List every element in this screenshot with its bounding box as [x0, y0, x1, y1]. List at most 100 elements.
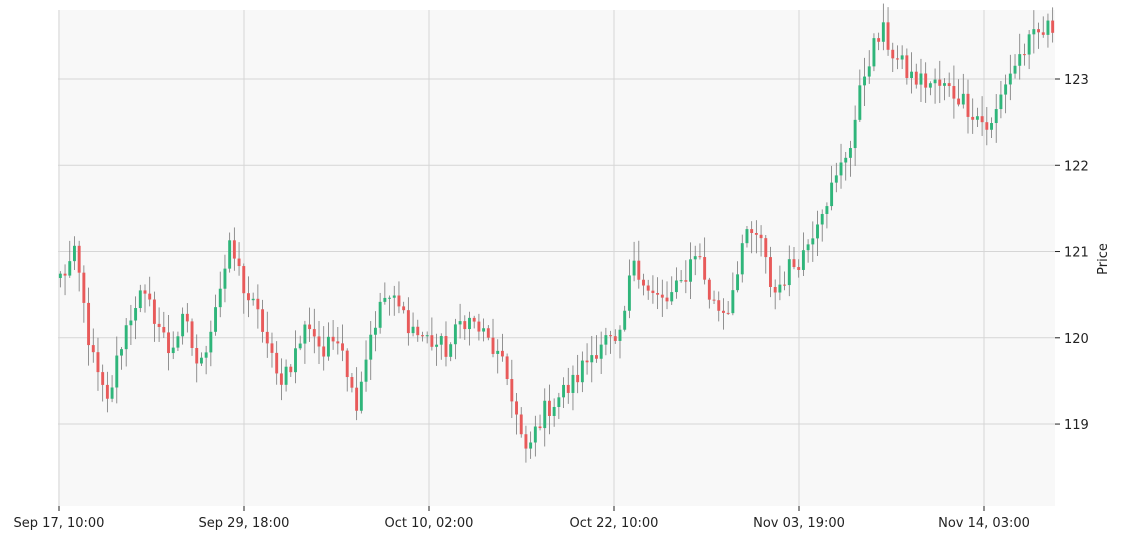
candle-down [721, 310, 725, 313]
candle-up [806, 244, 810, 251]
candle-down [515, 401, 518, 415]
candle-up [120, 349, 123, 356]
candle-up [176, 336, 180, 348]
candle-down [947, 83, 951, 87]
candle-up [552, 406, 556, 416]
candle-up [388, 297, 392, 299]
candle-up [933, 79, 937, 84]
candle-up [533, 426, 537, 443]
candle-up [223, 268, 227, 289]
candle-down [646, 285, 650, 291]
candle-up [778, 284, 782, 293]
candle-down [105, 384, 109, 399]
y-tick-label: 121 [1064, 246, 1089, 261]
candle-down [96, 352, 100, 373]
x-tick-label: Nov 03, 19:00 [753, 516, 845, 531]
candle-down [651, 290, 655, 293]
candle-up [590, 355, 594, 363]
candle-down [585, 360, 589, 363]
candle-down [275, 352, 279, 374]
candle-down [247, 293, 250, 301]
candle-up [599, 344, 603, 359]
candle-up [900, 55, 904, 60]
candle-down [783, 284, 787, 286]
candle-down [665, 297, 669, 302]
candle-down [980, 116, 984, 123]
candle-down [331, 336, 335, 342]
candle-up [679, 280, 683, 282]
candle-down [185, 313, 189, 322]
candle-up [425, 335, 429, 337]
candle-down [77, 245, 81, 273]
candle-down [157, 323, 161, 327]
candle-down [985, 122, 989, 130]
candle-up [383, 297, 387, 302]
candle-down [232, 240, 236, 259]
candle-down [91, 345, 95, 353]
candle-down [524, 434, 528, 449]
candle-up [73, 245, 76, 262]
candle-up [787, 259, 791, 286]
candle-up [670, 292, 674, 302]
candle-down [698, 256, 702, 258]
candle-down [336, 341, 340, 344]
y-axis-tick-labels: 119 120 121 122 123 [1064, 73, 1089, 433]
candle-up [359, 381, 363, 411]
candle-up [872, 38, 876, 67]
candle-up [853, 119, 857, 149]
candle-down [444, 336, 448, 357]
candle-down [152, 299, 156, 324]
candle-up [990, 123, 993, 130]
candle-down [957, 98, 961, 105]
candle-down [397, 295, 401, 307]
candle-down [322, 346, 326, 357]
x-axis-tick-labels: Sep 17, 10:00 Sep 29, 18:00 Oct 10, 02:00 O… [14, 516, 1030, 531]
candle-down [971, 116, 975, 120]
axis-ticks [58, 78, 1060, 511]
candle-down [886, 22, 890, 50]
candle-down [190, 321, 194, 348]
candle-up [468, 317, 471, 330]
candle-up [209, 331, 213, 353]
candle-up [994, 109, 998, 124]
candle-up [571, 374, 575, 393]
candle-down [707, 279, 711, 300]
candle-down [595, 355, 598, 359]
candle-down [195, 347, 199, 364]
candle-up [543, 400, 547, 429]
candle-up [181, 313, 185, 337]
candle-down [101, 372, 105, 385]
candle-down [242, 266, 246, 294]
candle-down [547, 400, 551, 416]
candle-up [68, 261, 72, 276]
candle-down [754, 232, 758, 235]
candle-up [740, 243, 744, 275]
candle-up [110, 387, 114, 399]
y-tick-label: 123 [1064, 73, 1089, 88]
candle-up [115, 355, 119, 388]
candle-up [844, 157, 848, 163]
candle-down [477, 321, 481, 332]
y-tick-label: 120 [1064, 332, 1089, 347]
candle-down [952, 86, 956, 99]
candle-up [811, 238, 815, 245]
candle-down [261, 309, 265, 332]
candle-up [124, 325, 128, 350]
candle-up [1046, 20, 1050, 35]
candle-down [1022, 54, 1026, 56]
candle-down [505, 356, 509, 380]
candle-up [848, 148, 852, 158]
candle-up [632, 260, 636, 276]
candle-up [674, 280, 678, 293]
candle-up [999, 94, 1003, 110]
candle-down [1041, 32, 1045, 35]
candle-down [472, 317, 476, 322]
candle-down [82, 272, 86, 303]
y-axis-title: Price [1096, 243, 1111, 275]
candle-up [689, 259, 692, 282]
candle-down [660, 294, 664, 298]
candle-down [341, 343, 344, 351]
candle-up [623, 310, 627, 330]
candle-down [914, 71, 918, 85]
candle-down [566, 384, 570, 393]
